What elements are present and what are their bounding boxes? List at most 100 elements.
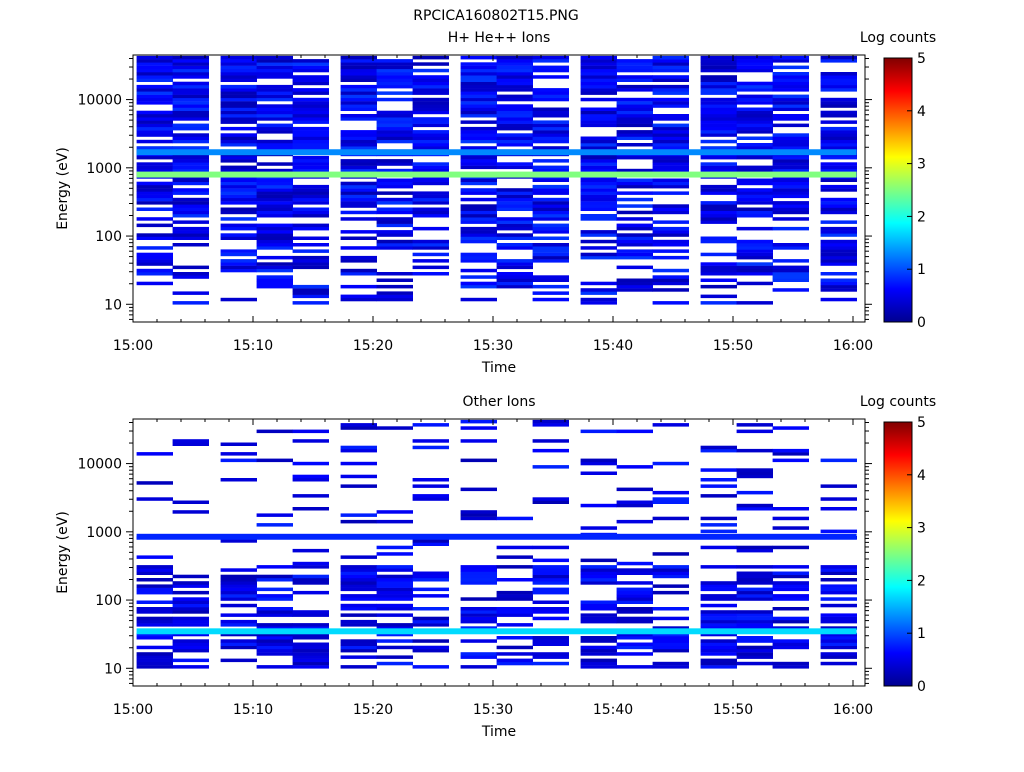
heatmap-cell — [460, 236, 497, 240]
heatmap-cell — [460, 665, 497, 669]
heatmap-cell — [700, 168, 737, 173]
heatmap-cell — [340, 146, 377, 150]
y-axis-label: Energy (eV) — [55, 511, 71, 594]
heatmap-cell — [820, 507, 857, 511]
heatmap-cell — [292, 226, 329, 231]
heatmap-cell — [292, 632, 329, 637]
heatmap-cell — [772, 507, 809, 511]
heatmap-cell — [172, 632, 209, 637]
y-tick-label: 1000 — [86, 161, 122, 177]
heatmap-cell — [496, 110, 533, 115]
heatmap-cell — [256, 201, 293, 205]
heatmap-cell — [172, 84, 209, 89]
heatmap-cell — [172, 88, 209, 92]
heatmap-cell — [700, 155, 737, 160]
heatmap-cell — [292, 194, 329, 199]
heatmap-cell — [532, 165, 569, 170]
heatmap-cell — [532, 114, 569, 118]
heatmap-cell — [172, 623, 209, 627]
heatmap-cell — [616, 136, 653, 140]
heatmap-cell — [412, 91, 449, 95]
heatmap-cell — [460, 268, 497, 273]
heatmap-cell — [340, 72, 377, 76]
heatmap-cell — [292, 162, 329, 166]
heatmap-cell — [220, 110, 257, 115]
heatmap-cell — [220, 168, 257, 173]
heatmap-cell — [340, 78, 377, 82]
heatmap-cell — [652, 162, 689, 166]
colorbar-tick-label: 2 — [917, 573, 926, 589]
heatmap-cell — [736, 94, 773, 99]
heatmap-cell — [700, 207, 737, 211]
heatmap-cell — [532, 68, 569, 73]
heatmap-cell — [736, 639, 773, 643]
heatmap-cell — [700, 468, 737, 472]
heatmap-cell — [700, 84, 737, 89]
heatmap-cell — [700, 204, 737, 208]
heatmap-cell — [340, 565, 377, 569]
heatmap-cell — [256, 523, 293, 527]
heatmap-cell — [736, 468, 773, 472]
heatmap-cell — [460, 114, 497, 118]
heatmap-cell — [772, 139, 809, 144]
heatmap-cell — [460, 639, 497, 643]
heatmap-cell — [376, 120, 413, 124]
heatmap-cell — [496, 65, 533, 70]
heatmap-cell — [376, 130, 413, 134]
heatmap-cell — [136, 110, 173, 115]
heatmap-cell — [220, 590, 257, 595]
heatmap-cell — [460, 275, 497, 279]
heatmap-cell — [340, 297, 377, 302]
heatmap-cell — [220, 143, 257, 147]
heatmap-cell — [136, 452, 173, 456]
heatmap-cell — [256, 204, 293, 208]
heatmap-cell — [172, 197, 209, 202]
heatmap-cell — [292, 75, 329, 79]
heatmap-cell — [496, 607, 533, 611]
heatmap-cell — [616, 178, 653, 182]
heatmap-cell — [820, 243, 857, 247]
heatmap-cell — [256, 139, 293, 144]
heatmap-cell — [652, 168, 689, 173]
heatmap-cell — [580, 201, 617, 205]
heatmap-cell — [580, 155, 617, 160]
heatmap-cell — [460, 226, 497, 231]
heatmap-cell — [736, 210, 773, 215]
heatmap-cell — [256, 281, 293, 286]
heatmap-cell — [736, 574, 773, 579]
heatmap-cell — [772, 117, 809, 121]
heatmap-cell — [292, 91, 329, 95]
heatmap-cell — [136, 658, 173, 663]
heatmap-cell — [460, 55, 497, 60]
heatmap-cell — [256, 246, 293, 250]
heatmap-cell — [460, 68, 497, 73]
heatmap-cell — [172, 597, 209, 601]
heatmap-cell — [376, 426, 413, 430]
heatmap-cell — [340, 665, 377, 669]
heatmap-cell — [700, 632, 737, 637]
heatmap-cell — [340, 607, 377, 611]
heatmap-cell — [376, 278, 413, 282]
heatmap-cell — [580, 120, 617, 124]
heatmap-cell — [532, 578, 569, 582]
heatmap-cell — [136, 578, 173, 582]
heatmap-cell — [700, 97, 737, 102]
heatmap-cell — [820, 75, 857, 79]
heatmap-cell — [820, 529, 857, 534]
heatmap-cell — [460, 217, 497, 221]
heatmap-cell — [340, 581, 377, 585]
heatmap-cell — [172, 214, 209, 218]
heatmap-cell — [820, 78, 857, 82]
heatmap-cell — [376, 597, 413, 601]
heatmap-cell — [292, 155, 329, 160]
heatmap-cell — [532, 297, 569, 302]
heatmap-cell — [496, 278, 533, 282]
heatmap-cell — [412, 226, 449, 231]
x-tick-label: 16:00 — [833, 338, 873, 354]
heatmap-cell — [616, 561, 653, 566]
heatmap-cell — [340, 294, 377, 299]
heatmap-cell — [292, 301, 329, 305]
heatmap-cell — [616, 75, 653, 79]
heatmap-cell — [652, 461, 689, 466]
heatmap-cell — [256, 65, 293, 70]
